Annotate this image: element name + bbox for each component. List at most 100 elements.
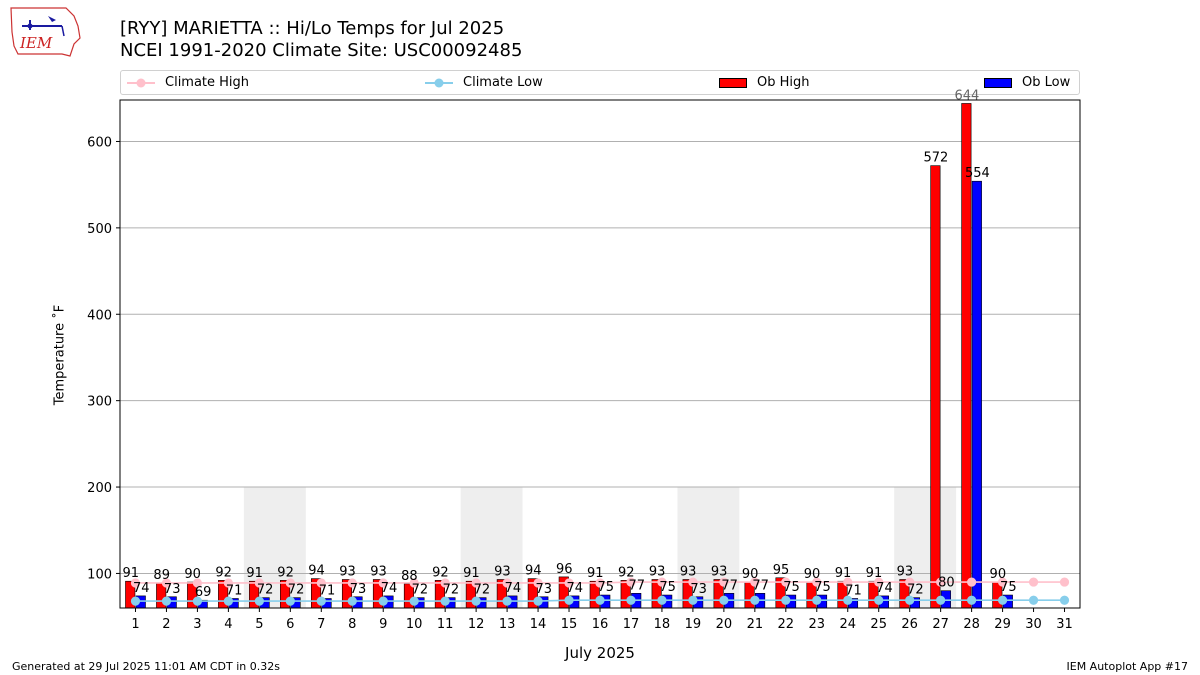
x-tick-label: 15 [561,617,578,632]
x-tick-label: 31 [1056,617,1073,632]
ob-high-label: 91 [246,566,263,581]
ob-low-swatch [984,77,1012,88]
climate-low-swatch [425,78,453,87]
climate-high-point [719,577,729,587]
ob-low-label: 77 [628,578,645,593]
y-tick-label: 500 [87,222,112,237]
ob-high-label: 88 [401,569,418,584]
ob-high-label: 93 [680,564,697,579]
climate-high-point [378,578,388,588]
climate-high-point [564,578,574,588]
legend-item-climate-high: Climate High [127,75,249,90]
x-tick-label: 8 [348,617,356,632]
climate-high-point [874,577,884,587]
ob-low-label: 74 [567,581,584,596]
x-axis-label: July 2025 [565,644,635,662]
chart-legend: Climate High Climate Low Ob High Ob Low [120,70,1080,95]
climate-high-point [750,577,760,587]
ob-high-label: 92 [277,565,294,580]
ob-high-label: 92 [432,565,449,580]
x-tick-label: 4 [224,617,232,632]
ob-low-label: 75 [597,580,614,595]
climate-low-point [997,595,1008,605]
x-tick-label: 24 [839,617,856,632]
climate-high-point [905,577,915,587]
x-tick-label: 6 [286,617,294,632]
climate-low-point [192,596,203,606]
ob-high-bar [930,165,941,609]
ob-low-label: 73 [350,582,367,597]
climate-low-point [595,595,605,605]
ob-low-label: 73 [164,582,181,597]
x-tick-label: 5 [255,617,263,632]
climate-high-point [161,578,172,588]
ob-high-label: 92 [618,565,635,580]
climate-high-point [1059,577,1070,587]
y-tick-label: 200 [87,481,112,496]
ob-low-label: 75 [659,580,676,595]
climate-low-point [347,596,357,606]
ob-high-label: 93 [494,564,511,579]
x-tick-label: 21 [747,617,764,632]
y-tick-label: 600 [87,135,112,150]
climate-low-point [626,595,636,605]
x-tick-label: 11 [437,617,454,632]
ob-low-label: 72 [474,583,491,598]
climate-high-point [471,578,481,588]
ob-low-label: 71 [319,583,336,598]
x-tick-label: 17 [623,617,640,632]
ob-high-label: 90 [804,567,821,582]
ob-high-label: 90 [742,567,759,582]
climate-low-point [223,596,233,606]
climate-low-point [378,596,388,606]
climate-high-point [285,578,295,588]
climate-low-point [1028,595,1039,605]
climate-low-point [781,595,791,605]
ob-high-label: 644 [954,88,979,103]
climate-low-point [130,596,141,606]
climate-low-point [254,596,264,606]
climate-low-point [936,595,946,605]
ob-high-label: 91 [835,566,852,581]
climate-low-point [905,595,915,605]
climate-low-point [471,596,481,606]
x-tick-label: 13 [499,617,516,632]
ob-low-label: 77 [721,578,738,593]
x-tick-label: 1 [131,617,139,632]
ob-low-label: 74 [876,581,893,596]
x-tick-label: 2 [162,617,170,632]
climate-high-point [936,577,946,587]
climate-low-point [161,596,172,606]
ob-low-label: 73 [536,582,553,597]
climate-low-point [688,595,698,605]
x-tick-label: 10 [406,617,423,632]
climate-low-point [533,596,543,606]
x-tick-label: 14 [530,617,547,632]
x-tick-label: 19 [685,617,702,632]
climate-high-point [595,578,605,588]
climate-low-point [1059,595,1070,605]
legend-label-ob-low: Ob Low [1022,75,1071,90]
app-note: IEM Autoplot App #17 [1066,660,1189,673]
climate-high-point [347,578,357,588]
ob-high-label: 94 [525,564,542,579]
ob-high-label: 93 [649,564,666,579]
chart-subtitle: NCEI 1991-2020 Climate Site: USC00092485 [120,40,523,61]
climate-high-point [997,577,1008,587]
ob-high-swatch [719,77,747,88]
climate-low-point [285,596,295,606]
legend-label-climate-high: Climate High [165,75,250,90]
climate-high-point [316,578,326,588]
chart-title: [RYY] MARIETTA :: Hi/Lo Temps for Jul 20… [120,18,505,39]
climate-high-point [688,577,698,587]
x-tick-label: 30 [1025,617,1042,632]
legend-label-ob-high: Ob High [757,75,810,90]
ob-high-label: 572 [923,151,948,166]
climate-high-point [223,578,233,588]
ob-low-label: 74 [133,581,150,596]
climate-high-point [812,577,822,587]
x-tick-label: 22 [778,617,795,632]
ob-low-label: 77 [752,578,769,593]
ob-low-label: 75 [1000,580,1017,595]
